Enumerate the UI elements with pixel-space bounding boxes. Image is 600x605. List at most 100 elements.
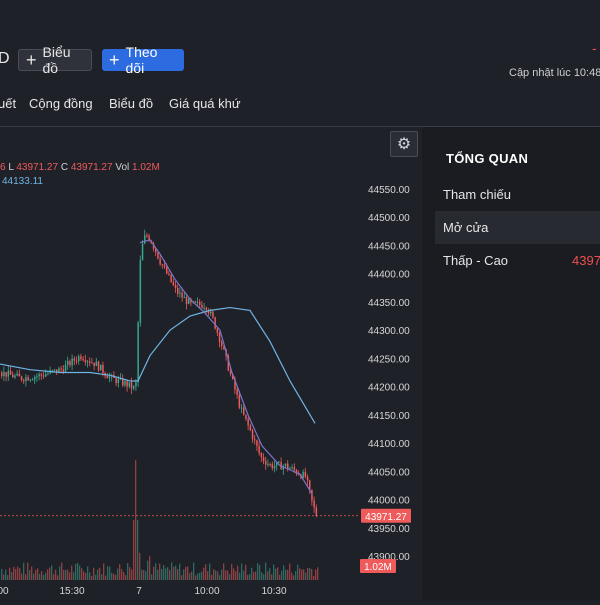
candle-body [249,425,252,431]
header-divider [0,126,600,127]
y-tick-label: 44250.00 [368,354,410,365]
overview-panel [422,127,600,600]
candle-body [133,386,135,389]
plus-icon: + [26,50,37,70]
price-chart[interactable]: 44550.00 44500.00 44450.00 44400.00 44350.00… [0,127,422,600]
candle-body [86,361,89,363]
candle-body [12,374,14,378]
volume-bar [5,569,7,580]
volume-bar [215,570,217,580]
candle-body [122,378,124,386]
y-tick-label: 44550.00 [368,185,410,196]
candle-body [91,362,93,364]
candle-body [265,461,267,465]
volume-bar [233,568,235,580]
chart-canvas[interactable]: 44550.00 44500.00 44450.00 44400.00 44350.00… [0,127,422,600]
candle-body [47,373,49,375]
volume-bar [45,572,47,580]
candle-body [260,453,263,458]
candle-body [236,389,238,395]
volume-bar [231,564,233,580]
volume-bar [225,570,227,580]
volume-bar [79,565,81,580]
overview-title: TỔNG QUAN [446,151,529,166]
volume-bar [85,572,87,580]
tab-history[interactable]: Giá quá khứ [169,96,241,111]
volume-bar [279,574,281,580]
volume-bar [33,573,35,580]
x-tick-label: 10:30 [261,586,286,597]
overview-row-open: Mở cửa [435,211,600,244]
tab-overview[interactable]: uết [0,96,17,111]
volume-bar [21,573,23,580]
volume-bar [39,573,41,580]
volume-bar [301,569,303,580]
follow-button[interactable]: + Theo dõi [102,44,184,76]
volume-bar [109,566,111,580]
candle-body [203,307,205,309]
volume-bar [123,572,125,580]
volume-bar [75,563,77,580]
candle-body [302,471,304,478]
tab-community[interactable]: Cộng đồng [29,96,93,111]
volume-bar [277,567,279,580]
top-bar: D + Biểu đồ + Theo dõi - Cập nhật lúc 10… [0,0,600,128]
row-label: Tham chiếu [443,187,511,202]
y-tick-label: 44350.00 [368,298,410,309]
volume-bar [165,568,167,580]
y-tick-label: 44050.00 [368,467,410,478]
add-chart-button[interactable]: + Biểu đồ [18,44,92,76]
x-tick-label: 00 [0,586,9,597]
candle-body [313,500,315,508]
volume-bar [99,567,101,580]
volume-bar [7,574,9,580]
volume-bar [287,569,289,580]
volume-bar [291,572,293,580]
ticker-name: D [0,50,10,67]
candle-body [130,382,133,389]
follow-label: Theo dõi [125,44,158,76]
volume-bar [185,566,187,580]
candle-body [1,372,3,377]
candle-body [223,345,225,350]
candle-body [64,364,67,372]
candle-body [128,382,131,387]
volume-bar [223,563,225,580]
volume-bar [201,571,203,580]
volume-bar [97,569,99,580]
volume-bar [171,562,173,580]
volume-bar [19,568,21,580]
volume-bar [87,566,89,580]
candle-body [40,374,43,376]
candle-body [172,282,175,286]
y-tick-label: 44000.00 [368,496,410,507]
candle-body [309,480,311,490]
candle-body [9,370,12,375]
volume-bar [55,569,57,580]
gear-icon[interactable]: ⚙ [390,131,418,157]
x-tick-label: 15:30 [59,586,84,597]
y-tick-label: 44200.00 [368,383,410,394]
row-label: Mở cửa [443,220,489,235]
volume-bar [93,567,95,580]
volume-bar [247,574,249,580]
candle-body [89,361,91,363]
volume-bar [313,575,315,580]
volume-bar [9,567,11,580]
candle-body [124,381,126,386]
candle-body [276,462,278,466]
legend-partial: 6 [0,162,6,173]
candle-body [293,467,296,471]
tab-chart[interactable]: Biểu đồ [109,96,154,111]
candle-body [126,381,128,387]
candle-body [23,380,25,382]
legend-l-label: L [8,162,14,173]
volume-bar [229,574,231,580]
volume-bar [63,569,65,580]
volume-bar [91,575,93,580]
volume-bar [307,568,309,580]
candle-body [267,464,269,466]
candle-body [194,301,197,303]
volume-bar [47,569,49,580]
volume-bar [273,564,275,580]
